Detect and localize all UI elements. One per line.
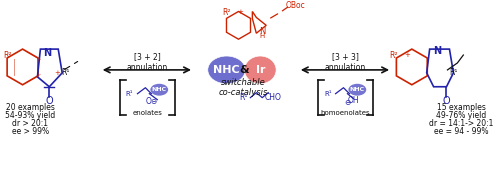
Text: +: + bbox=[238, 9, 244, 15]
Text: OBoc: OBoc bbox=[286, 1, 306, 10]
Text: R²: R² bbox=[4, 50, 12, 60]
Text: R²: R² bbox=[389, 50, 398, 60]
Text: switchable
co-catalysis: switchable co-catalysis bbox=[219, 78, 268, 97]
Text: R¹: R¹ bbox=[126, 91, 134, 97]
Text: NHC: NHC bbox=[152, 87, 167, 92]
Text: homoenolates: homoenolates bbox=[320, 110, 370, 117]
Ellipse shape bbox=[348, 84, 366, 96]
Text: ee = 94 - 99%: ee = 94 - 99% bbox=[434, 127, 488, 136]
Text: [3 + 3]
annulation: [3 + 3] annulation bbox=[325, 52, 366, 72]
Text: Ir: Ir bbox=[256, 65, 265, 75]
Ellipse shape bbox=[244, 56, 276, 84]
Text: R¹: R¹ bbox=[240, 93, 248, 102]
Text: O⊖: O⊖ bbox=[145, 97, 158, 106]
Text: N: N bbox=[434, 46, 442, 56]
Text: R¹: R¹ bbox=[324, 91, 332, 97]
Text: N: N bbox=[259, 27, 266, 36]
Text: O: O bbox=[46, 96, 53, 106]
Text: [3 + 2]
annulation: [3 + 2] annulation bbox=[126, 52, 168, 72]
Text: N: N bbox=[44, 48, 52, 58]
Text: NHC: NHC bbox=[214, 65, 240, 75]
Text: +: + bbox=[54, 70, 60, 76]
Text: ⊖: ⊖ bbox=[344, 98, 350, 107]
Text: 49-76% yield: 49-76% yield bbox=[436, 111, 486, 120]
Text: 54-93% yield: 54-93% yield bbox=[6, 111, 56, 120]
Text: R¹: R¹ bbox=[61, 68, 70, 77]
Text: ee > 99%: ee > 99% bbox=[12, 127, 49, 136]
Text: dr > 20:1: dr > 20:1 bbox=[12, 119, 49, 128]
Text: +: + bbox=[404, 52, 410, 58]
Text: NHC: NHC bbox=[350, 87, 365, 92]
Ellipse shape bbox=[150, 84, 168, 96]
Text: 15 examples: 15 examples bbox=[437, 103, 486, 112]
Text: R²: R² bbox=[222, 8, 231, 17]
Text: enolates: enolates bbox=[132, 110, 162, 117]
Text: O: O bbox=[442, 96, 450, 106]
Text: CHO: CHO bbox=[264, 93, 281, 102]
Text: H: H bbox=[260, 33, 265, 39]
Text: OH: OH bbox=[348, 96, 359, 105]
Text: dr = 14:1-> 20:1: dr = 14:1-> 20:1 bbox=[429, 119, 494, 128]
Ellipse shape bbox=[208, 56, 246, 84]
Text: &: & bbox=[240, 65, 249, 75]
Text: 20 examples: 20 examples bbox=[6, 103, 55, 112]
Text: R¹: R¹ bbox=[449, 68, 458, 77]
